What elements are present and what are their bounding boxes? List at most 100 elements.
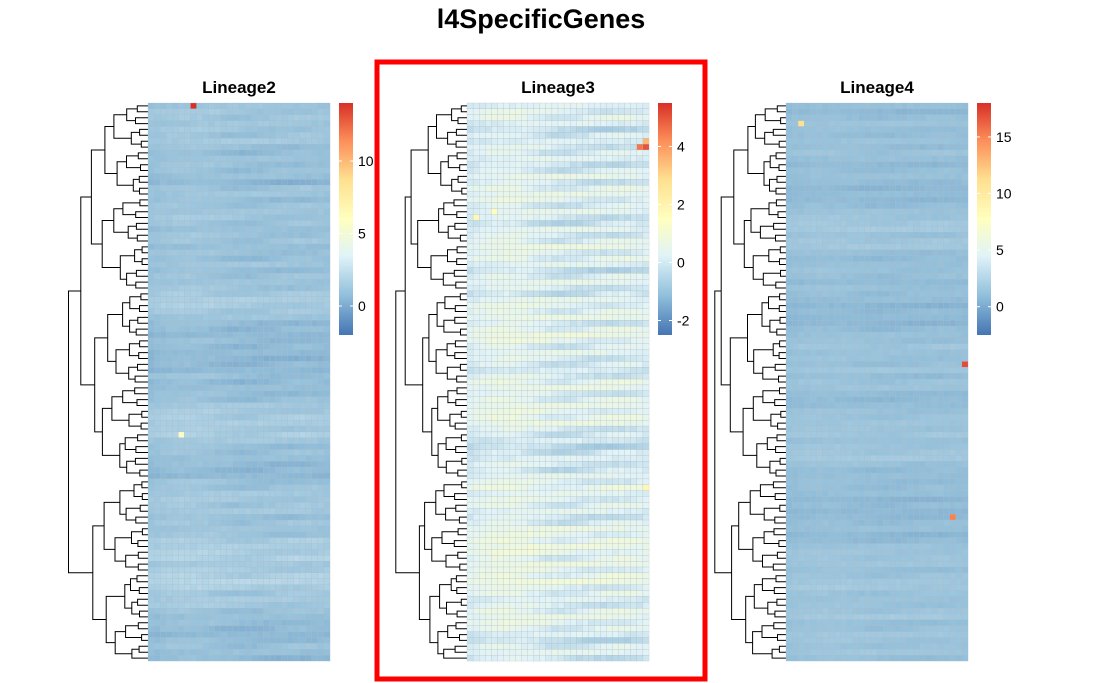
dendrogram-branch: [445, 437, 462, 450]
heatmap-cell: [208, 619, 215, 626]
heatmap-cell: [509, 290, 516, 298]
heatmap-cell: [299, 531, 306, 538]
heatmap-cell: [299, 273, 306, 280]
heatmap-cell: [636, 185, 644, 192]
heatmap-cell: [208, 408, 215, 415]
heatmap-cell: [521, 114, 528, 121]
heatmap-cell: [563, 208, 571, 215]
heatmap-cell: [305, 284, 312, 292]
heatmap-cell: [153, 190, 161, 198]
heatmap-cell: [269, 355, 276, 362]
heatmap-cell: [600, 249, 607, 256]
heatmap-cell: [503, 337, 510, 344]
heatmap-cell: [317, 243, 325, 251]
heatmap-cell: [551, 373, 559, 380]
heatmap-cell: [153, 555, 161, 562]
heatmap-cell: [491, 249, 498, 256]
heatmap-cell: [238, 467, 246, 474]
heatmap-cell: [606, 208, 613, 215]
heatmap-cell: [636, 331, 644, 339]
heatmap-cell: [281, 102, 288, 110]
heatmap-cell: [491, 261, 498, 268]
heatmap-cell: [600, 179, 607, 186]
heatmap-cell: [533, 314, 540, 321]
heatmap-row: [147, 496, 331, 503]
heatmap-cell: [323, 331, 331, 339]
heatmap-cell: [160, 619, 167, 626]
heatmap-cell: [287, 108, 294, 115]
heatmap-cell: [317, 273, 325, 280]
heatmap-cell: [630, 361, 638, 368]
heatmap-cell: [299, 343, 306, 350]
dendrogram-branch: [131, 531, 143, 544]
heatmap-cell: [190, 120, 197, 127]
heatmap-cell: [570, 349, 577, 356]
heatmap-cell: [220, 402, 228, 409]
heatmap-cell: [147, 402, 155, 409]
heatmap-row: [466, 349, 650, 356]
heatmap-cell: [172, 149, 179, 157]
heatmap-cell: [232, 578, 240, 585]
heatmap-row: [147, 437, 331, 444]
heatmap-cell: [220, 613, 228, 621]
heatmap-cell: [497, 232, 504, 239]
heatmap-cell: [202, 279, 209, 286]
heatmap-cell: [485, 261, 492, 268]
heatmap-cell: [485, 425, 492, 433]
heatmap-cell: [503, 102, 510, 110]
heatmap-cell: [551, 220, 559, 227]
heatmap-cell: [618, 431, 625, 438]
heatmap-cell: [299, 355, 306, 362]
heatmap-cell: [287, 613, 294, 621]
heatmap-cell: [251, 566, 258, 574]
heatmap-cell: [472, 373, 480, 380]
heatmap-cell: [299, 619, 306, 626]
heatmap-cell: [618, 161, 625, 168]
heatmap-cell: [232, 572, 240, 579]
heatmap-cell: [251, 237, 258, 245]
heatmap-cell: [160, 549, 167, 556]
heatmap-cell: [275, 455, 282, 462]
heatmap-cell: [485, 284, 492, 292]
heatmap-cell: [214, 114, 221, 121]
heatmap-cell: [624, 102, 631, 110]
heatmap-cell: [624, 326, 631, 333]
heatmap-cell: [576, 190, 583, 198]
heatmap-cell: [491, 226, 498, 233]
heatmap-cell: [545, 220, 553, 227]
heatmap-cell: [166, 138, 173, 145]
heatmap-cell: [509, 255, 516, 262]
heatmap-row: [147, 331, 331, 339]
heatmap-cell: [153, 102, 161, 110]
heatmap-cell: [642, 337, 650, 344]
heatmap-cell: [305, 108, 312, 115]
heatmap-cell: [533, 208, 540, 215]
heatmap-cell: [642, 120, 650, 127]
heatmap-row: [147, 185, 331, 192]
heatmap-cell: [636, 173, 644, 180]
heatmap-cell: [160, 449, 167, 456]
heatmap-cell: [594, 143, 601, 151]
heatmap-row: [147, 367, 331, 374]
heatmap-cell: [202, 649, 209, 656]
heatmap-cell: [606, 279, 613, 286]
heatmap-cell: [606, 138, 613, 145]
heatmap-cell: [184, 490, 191, 497]
heatmap-cell: [299, 543, 306, 550]
heatmap-cell: [551, 120, 559, 127]
heatmap-cell: [311, 414, 319, 421]
dendrogram-branch: [136, 234, 148, 242]
heatmap-cell: [251, 331, 258, 339]
heatmap-cell: [636, 243, 644, 251]
heatmap-cell: [208, 643, 215, 650]
dendrogram-branch: [454, 222, 467, 230]
heatmap-cell: [618, 284, 625, 292]
heatmap-cell: [232, 625, 240, 632]
dendrogram-branch: [455, 281, 467, 289]
heatmap-cell: [479, 396, 486, 403]
heatmap-cell: [153, 414, 161, 421]
heatmap-cell: [214, 237, 221, 245]
heatmap-cell: [257, 461, 264, 468]
heatmap-cell: [153, 384, 161, 391]
